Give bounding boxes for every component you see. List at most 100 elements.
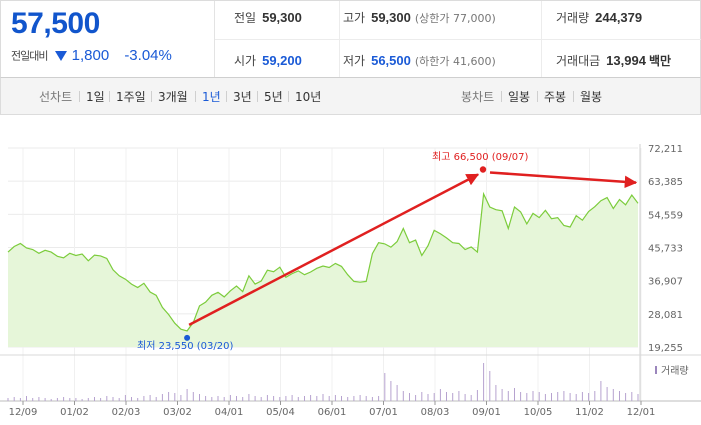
x-tick-label: 09/01 <box>472 407 501 418</box>
volume-bar <box>396 385 398 401</box>
period-3y[interactable]: 3년 <box>233 90 252 104</box>
stat-high: 고가 59,300 (상한가 77,000) <box>343 7 496 27</box>
stat-unit: 백만 <box>648 54 672 68</box>
trend-arrow <box>188 173 480 327</box>
stat-value: 59,300 <box>371 10 411 25</box>
volume-bar <box>192 392 194 401</box>
volume-bar <box>544 394 546 401</box>
volume-bar <box>637 394 639 401</box>
volume-bar <box>254 396 256 401</box>
volume-bar <box>520 392 522 401</box>
price-area <box>8 193 638 347</box>
stock-summary: 57,500 전일대비 1,800 -3.04% 전일 59,300 고가 59,3… <box>0 0 701 78</box>
stat-value: 56,500 <box>371 53 411 68</box>
volume-bar <box>612 389 614 401</box>
volume-bar <box>44 398 46 401</box>
stat-label: 거래량 <box>556 11 590 25</box>
volume-bar <box>458 391 460 401</box>
stat-prev-close: 전일 59,300 <box>234 7 302 27</box>
stat-label: 고가 <box>343 11 366 25</box>
volume-bar <box>439 389 441 401</box>
divider <box>151 91 152 102</box>
volume-bar <box>532 391 534 401</box>
volume-bar <box>131 397 132 401</box>
y-tick-label: 19,255 <box>648 343 683 354</box>
volume-bar <box>273 396 275 401</box>
volume-bar <box>118 398 120 401</box>
max-point <box>479 166 487 173</box>
volume-bar <box>63 397 65 401</box>
volume-bar <box>229 395 231 401</box>
volume-bar <box>322 394 324 401</box>
volume-bar <box>433 393 435 401</box>
volume-bar <box>415 395 417 401</box>
volume-bar <box>421 392 423 401</box>
volume-bar <box>236 396 237 401</box>
divider <box>215 39 701 40</box>
volume-bar <box>464 394 466 401</box>
divider <box>195 91 196 102</box>
volume-bar <box>378 396 380 401</box>
volume-bar <box>495 385 497 401</box>
volume-bar <box>50 399 52 401</box>
volume-bar <box>248 394 250 401</box>
volume-bar <box>359 395 361 401</box>
period-1y[interactable]: 1년 <box>202 90 221 104</box>
period-weekly[interactable]: 주봉 <box>544 90 567 104</box>
volume-bar <box>452 393 454 401</box>
volume-bar <box>94 397 95 401</box>
divider <box>537 91 538 102</box>
volume-bar <box>124 395 126 401</box>
y-tick-label: 45,733 <box>648 244 683 255</box>
volume-bar <box>291 395 293 401</box>
volume-bar <box>476 390 478 401</box>
min-point <box>184 334 191 341</box>
volume-bar <box>81 399 83 401</box>
volume-bar <box>427 394 429 401</box>
volume-bar <box>390 381 392 401</box>
volume-bar <box>569 393 571 401</box>
volume-bar <box>266 395 268 401</box>
price-chart: 72,211 63,385 54,559 45,733 36,907 28,081 19,2… <box>0 144 701 418</box>
volume-bar <box>180 395 182 401</box>
period-daily[interactable]: 일봉 <box>508 90 531 104</box>
stat-volume: 거래량 244,379 <box>556 7 642 27</box>
volume-bar <box>341 396 342 401</box>
volume-bar <box>365 396 367 401</box>
volume-bar <box>217 396 219 401</box>
line-chart-label: 선차트 <box>39 90 73 104</box>
volume-bar <box>600 381 602 401</box>
period-10y[interactable]: 10년 <box>295 90 322 104</box>
period-5y[interactable]: 5년 <box>264 90 283 104</box>
volume-bar <box>353 396 355 401</box>
x-tick-label: 05/04 <box>266 407 295 418</box>
volume-bar <box>7 398 9 401</box>
volume-bar <box>507 391 509 401</box>
volume-bar <box>106 396 108 401</box>
change-label: 전일대비 <box>11 49 48 63</box>
volume-bar <box>137 398 139 401</box>
x-tick-label: 07/01 <box>369 407 398 418</box>
stat-sub: (하한가 41,600) <box>414 55 496 68</box>
period-1w[interactable]: 1주일 <box>116 90 146 104</box>
volume-bar <box>297 397 299 401</box>
volume-bar <box>347 397 349 401</box>
period-1d[interactable]: 1일 <box>86 90 105 104</box>
x-tick-label: 11/02 <box>575 407 604 418</box>
y-tick-label: 63,385 <box>648 177 683 188</box>
volume-bar <box>100 398 102 401</box>
y-tick-label: 72,211 <box>648 144 683 155</box>
period-3m[interactable]: 3개월 <box>158 90 188 104</box>
volume-bar <box>161 394 163 401</box>
period-monthly[interactable]: 월봉 <box>580 90 603 104</box>
stat-label: 저가 <box>343 54 366 68</box>
volume-bar <box>489 371 491 401</box>
volume-bar <box>483 363 485 401</box>
volume-bar <box>143 396 145 401</box>
volume-bar <box>174 393 176 401</box>
stat-value: 13,994 <box>606 53 646 68</box>
stat-trade-value: 거래대금 13,994 백만 <box>556 50 671 70</box>
x-tick-label: 10/05 <box>524 407 553 418</box>
volume-bar <box>155 397 157 401</box>
volume-bar <box>149 395 151 401</box>
